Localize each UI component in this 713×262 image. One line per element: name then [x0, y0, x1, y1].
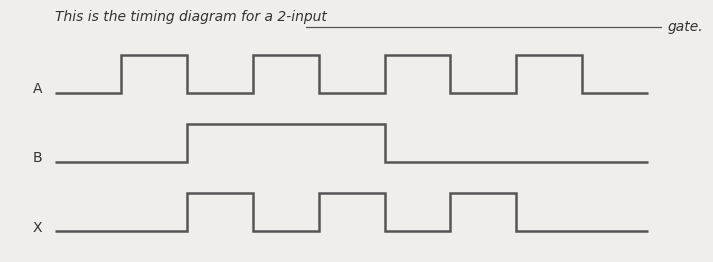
Text: This is the timing diagram for a 2-input: This is the timing diagram for a 2-input [56, 10, 327, 24]
Text: gate.: gate. [668, 20, 703, 34]
Text: B: B [33, 151, 42, 165]
Text: X: X [33, 221, 42, 235]
Text: A: A [33, 82, 42, 96]
